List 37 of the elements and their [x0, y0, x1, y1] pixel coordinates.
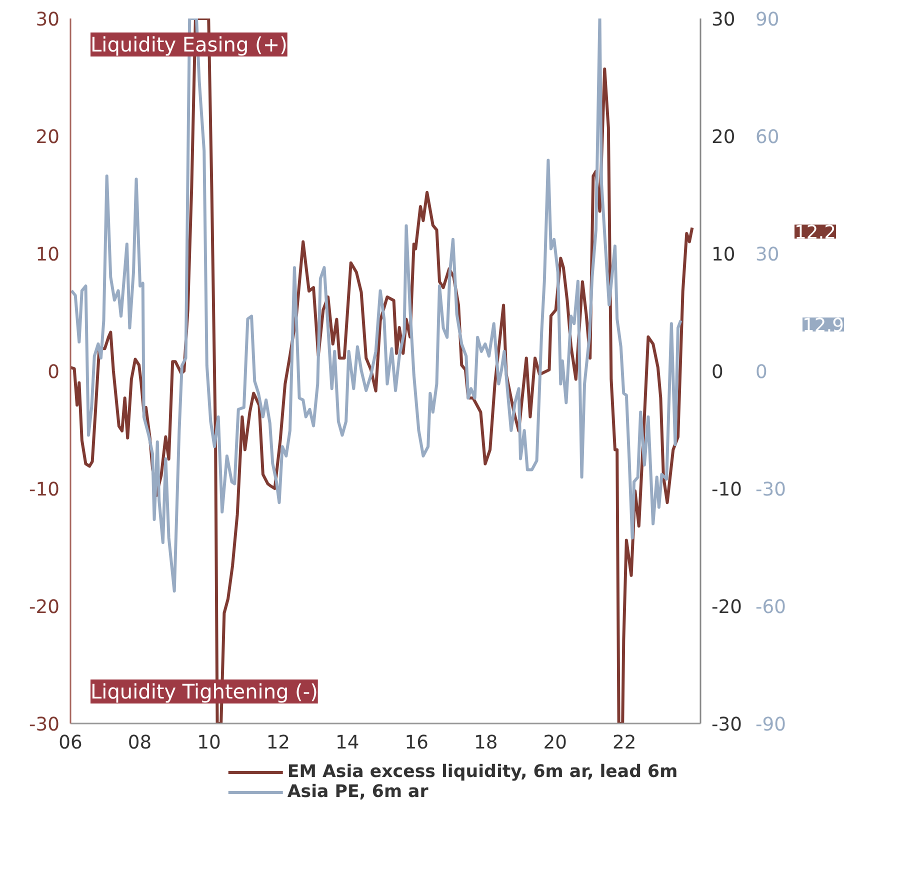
- x-tick-label: 06: [58, 732, 82, 754]
- x-tick-label: 16: [404, 732, 429, 754]
- annotation: Liquidity Tightening (-): [90, 680, 318, 704]
- text: 12.2: [794, 222, 836, 244]
- y-tick-label: 10: [36, 244, 60, 266]
- y-tick-label: 0: [48, 362, 60, 383]
- y-tick-label: 20: [36, 127, 60, 148]
- x-tick-label: 22: [612, 732, 636, 754]
- text: 12.9: [802, 315, 844, 336]
- x-tick-label: 20: [543, 732, 567, 754]
- y3-tick-label: -30: [756, 480, 786, 500]
- x-tick-label: 10: [197, 732, 221, 754]
- y-tick-label: 30: [36, 10, 60, 30]
- y3-tick-label: -90: [756, 714, 786, 736]
- line-series: [70, 18, 682, 593]
- y2-tick-label: 20: [712, 127, 736, 148]
- legend-label: Asia PE, 6m ar: [287, 782, 428, 802]
- y3-tick-label: 90: [756, 10, 780, 30]
- y3-tick-label: -60: [756, 597, 786, 618]
- y2-tick-label: 30: [712, 10, 736, 30]
- y3-tick-label: 0: [756, 362, 768, 383]
- y3-tick-label: 60: [756, 127, 780, 148]
- annotation: Liquidity Easing (+): [90, 32, 288, 56]
- y3-tick-label: 30: [756, 244, 780, 266]
- legend-label: EM Asia excess liquidity, 6m ar, lead 6m: [287, 762, 678, 782]
- y2-tick-label: 0: [712, 362, 724, 383]
- y-tick-label: -20: [29, 597, 60, 618]
- x-tick-label: 08: [128, 732, 152, 754]
- y-tick-label: -30: [29, 714, 60, 736]
- x-tick-label: 12: [266, 732, 290, 754]
- y-tick-label: -10: [29, 480, 60, 500]
- y2-tick-label: -30: [712, 714, 742, 736]
- x-tick-label: 14: [336, 732, 360, 754]
- x-tick-label: 18: [474, 732, 498, 754]
- y2-tick-label: 10: [712, 244, 736, 266]
- y2-tick-label: -20: [712, 597, 742, 618]
- y2-tick-label: -10: [712, 480, 742, 500]
